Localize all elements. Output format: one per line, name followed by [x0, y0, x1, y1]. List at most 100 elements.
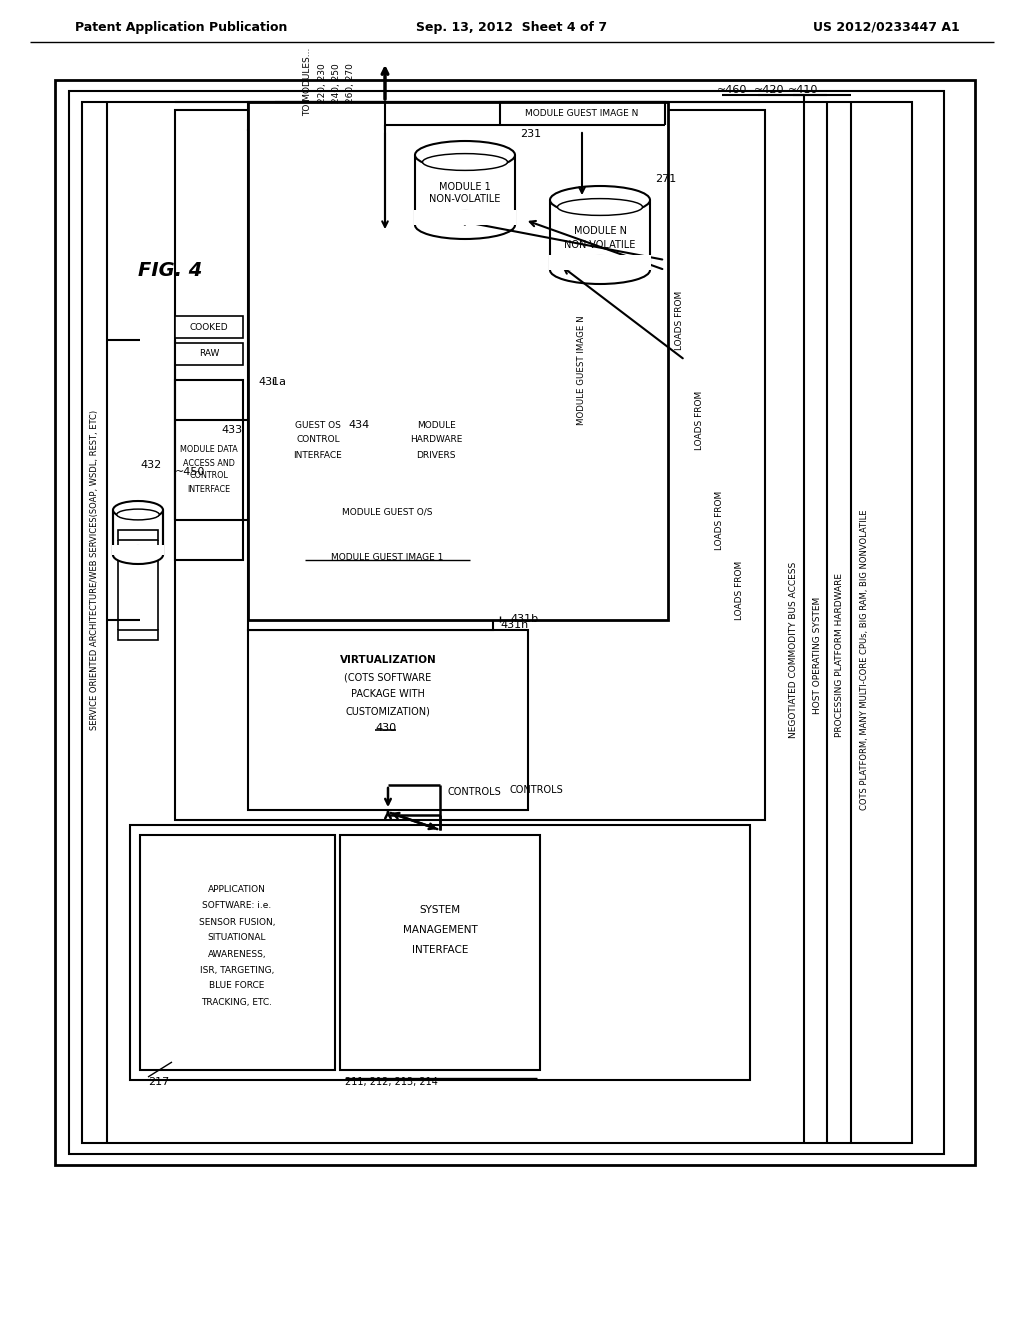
Text: ACCESS AND: ACCESS AND [183, 458, 234, 467]
Text: SYSTEM: SYSTEM [420, 906, 461, 915]
Text: SITUATIONAL: SITUATIONAL [208, 933, 266, 942]
Text: MANAGEMENT: MANAGEMENT [402, 925, 477, 935]
Bar [175, 315, 243, 338]
Ellipse shape [117, 510, 160, 520]
Text: Sep. 13, 2012  Sheet 4 of 7: Sep. 13, 2012 Sheet 4 of 7 [417, 21, 607, 33]
Bar [248, 102, 668, 129]
Bar [69, 91, 944, 1154]
Text: GUEST OS: GUEST OS [295, 421, 341, 429]
Text: BLUE FORCE: BLUE FORCE [209, 982, 264, 990]
Bar [248, 102, 668, 620]
Text: 432: 432 [140, 459, 162, 470]
Text: SENSOR FUSION,: SENSOR FUSION, [199, 917, 275, 927]
Text: CUSTOMIZATION): CUSTOMIZATION) [345, 706, 430, 715]
Text: LOADS FROM: LOADS FROM [676, 290, 684, 350]
Bar [510, 129, 655, 610]
Bar [55, 81, 975, 1166]
Bar [258, 395, 378, 470]
Text: MODULE 1: MODULE 1 [439, 181, 490, 191]
Text: COTS PLATFORM, MANY MULTI-CORE CPUs, BIG RAM, BIG NONVOLATILE: COTS PLATFORM, MANY MULTI-CORE CPUs, BIG… [859, 510, 868, 810]
Bar [175, 110, 765, 820]
Bar [500, 102, 665, 125]
Text: (COTS SOFTWARE: (COTS SOFTWARE [344, 672, 432, 682]
Text: SERVICE ORIENTED ARCHITECTURE/WEB SERVICES(SOAP, WSDL, REST, ETC): SERVICE ORIENTED ARCHITECTURE/WEB SERVIC… [90, 411, 99, 730]
Bar [248, 129, 493, 630]
Text: MODULE GUEST IMAGE N: MODULE GUEST IMAGE N [525, 108, 639, 117]
Text: VIRTUALIZATION: VIRTUALIZATION [340, 655, 436, 665]
Text: MODULE N: MODULE N [573, 227, 627, 236]
Text: INTERFACE: INTERFACE [187, 484, 230, 494]
Text: ~460: ~460 [717, 84, 748, 95]
Text: MODULE GUEST O/S: MODULE GUEST O/S [342, 507, 432, 516]
Text: SOFTWARE: i.e.: SOFTWARE: i.e. [203, 902, 271, 911]
Ellipse shape [113, 546, 163, 564]
Text: CONTROL: CONTROL [296, 436, 340, 445]
Text: DRIVERS: DRIVERS [416, 450, 456, 459]
Text: 220, 230: 220, 230 [317, 63, 327, 103]
Bar [82, 102, 912, 1143]
Text: 271: 271 [655, 174, 676, 183]
Text: MODULE GUEST IMAGE N: MODULE GUEST IMAGE N [578, 315, 587, 425]
Text: INTERFACE: INTERFACE [294, 450, 342, 459]
Text: RAW: RAW [199, 350, 219, 359]
Text: HARDWARE: HARDWARE [410, 436, 462, 445]
Text: 431a: 431a [258, 378, 286, 387]
Text: 430: 430 [375, 723, 396, 733]
Ellipse shape [113, 502, 163, 519]
Text: LOADS FROM: LOADS FROM [735, 561, 744, 619]
Bar [140, 836, 335, 1071]
Text: LOADS FROM: LOADS FROM [716, 490, 725, 549]
Text: TO MODULES...: TO MODULES... [303, 48, 312, 116]
Text: INTERFACE: INTERFACE [412, 945, 468, 954]
Text: 433: 433 [222, 425, 243, 436]
Text: CONTROLS: CONTROLS [449, 787, 502, 797]
Bar [500, 120, 665, 620]
Text: MODULE: MODULE [417, 421, 456, 429]
Text: COOKED: COOKED [189, 322, 228, 331]
Text: APPLICATION: APPLICATION [208, 886, 266, 895]
Text: ~420: ~420 [754, 84, 784, 95]
Bar [118, 630, 158, 640]
Text: AWARENESS,: AWARENESS, [208, 949, 266, 958]
Ellipse shape [415, 211, 515, 239]
Text: 431n: 431n [500, 620, 528, 630]
Bar [130, 825, 750, 1080]
Bar [415, 154, 515, 224]
Text: 211, 212, 213, 214: 211, 212, 213, 214 [345, 1077, 438, 1086]
Text: NEGOTIATED COMMODITY BUS ACCESS: NEGOTIATED COMMODITY BUS ACCESS [788, 562, 798, 738]
Text: PACKAGE WITH: PACKAGE WITH [351, 689, 425, 700]
Ellipse shape [550, 256, 650, 284]
Text: MODULE DATA: MODULE DATA [180, 446, 238, 454]
Text: FIG. 4: FIG. 4 [138, 260, 203, 280]
Bar [258, 341, 483, 620]
Text: 431b: 431b [510, 614, 539, 624]
Bar [340, 836, 540, 1071]
Text: 231: 231 [520, 129, 541, 139]
Bar [175, 343, 243, 366]
Text: CONTROL: CONTROL [189, 471, 228, 480]
Ellipse shape [550, 186, 650, 214]
Text: 217: 217 [148, 1077, 169, 1086]
Text: Patent Application Publication: Patent Application Publication [75, 21, 288, 33]
Bar [549, 255, 651, 271]
Bar [112, 545, 164, 554]
Text: ~450: ~450 [175, 467, 206, 477]
Text: LOADS FROM: LOADS FROM [695, 391, 705, 450]
Bar [300, 484, 475, 540]
Text: HOST OPERATING SYSTEM: HOST OPERATING SYSTEM [813, 597, 822, 714]
Text: ISR, TARGETING,: ISR, TARGETING, [200, 965, 274, 974]
Text: TRACKING, ETC.: TRACKING, ETC. [202, 998, 272, 1006]
Text: MODULE GUEST IMAGE 1: MODULE GUEST IMAGE 1 [331, 553, 443, 562]
Text: 240, 250: 240, 250 [332, 63, 341, 103]
Text: NON-VOLATILE: NON-VOLATILE [429, 194, 501, 205]
Bar [414, 210, 516, 224]
Text: NON-VOLATILE: NON-VOLATILE [564, 239, 636, 249]
Ellipse shape [423, 153, 508, 170]
Text: CONTROLS: CONTROLS [510, 785, 564, 795]
Text: PROCESSING PLATFORM HARDWARE: PROCESSING PLATFORM HARDWARE [836, 573, 845, 737]
Bar [118, 531, 158, 540]
Text: 434: 434 [349, 420, 370, 430]
Bar [385, 395, 488, 470]
Bar [550, 201, 650, 271]
Text: ~410: ~410 [788, 84, 818, 95]
